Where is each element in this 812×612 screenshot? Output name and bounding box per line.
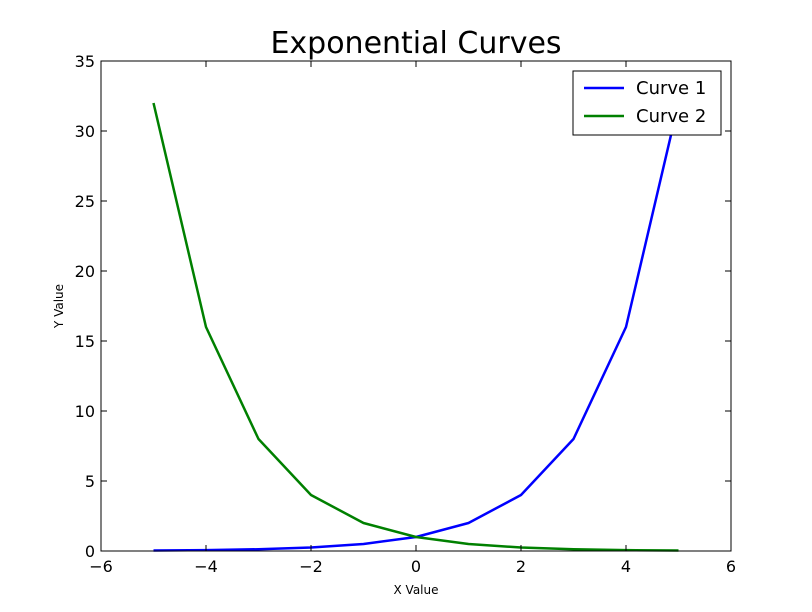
legend-label-curve-1: Curve 1 — [636, 78, 706, 99]
y-tick-label: 0 — [85, 542, 95, 561]
y-axis-label: Y Value — [52, 284, 66, 329]
y-tick-label: 25 — [75, 192, 95, 211]
legend-label-curve-2: Curve 2 — [636, 106, 706, 127]
series-layer — [152, 102, 680, 552]
legend-box — [572, 70, 722, 136]
y-tick-label: 5 — [85, 472, 95, 491]
y-tick-label: 10 — [75, 402, 95, 421]
x-tick-label: 6 — [726, 557, 736, 576]
y-tick-label: 15 — [75, 332, 95, 351]
series-line-curve-2 — [152, 102, 679, 552]
x-tick-label: −6 — [89, 557, 113, 576]
y-tick-label: 20 — [75, 262, 95, 281]
x-tick-label: 0 — [411, 557, 421, 576]
x-tick-label: 2 — [516, 557, 526, 576]
x-tick-label: 4 — [621, 557, 631, 576]
x-tick-label: −2 — [299, 557, 323, 576]
y-tick-label: 30 — [75, 122, 95, 141]
x-tick-label: −4 — [194, 557, 218, 576]
y-tick-label: 35 — [75, 52, 95, 71]
legend: Curve 1 Curve 2 — [572, 70, 722, 136]
chart-title: Exponential Curves — [270, 26, 561, 61]
plot-background — [101, 61, 731, 551]
x-axis-label: X Value — [394, 583, 439, 597]
tick-layer: −6 −4 −2 0 2 4 6 0 5 10 15 20 25 30 35 — [75, 52, 736, 576]
